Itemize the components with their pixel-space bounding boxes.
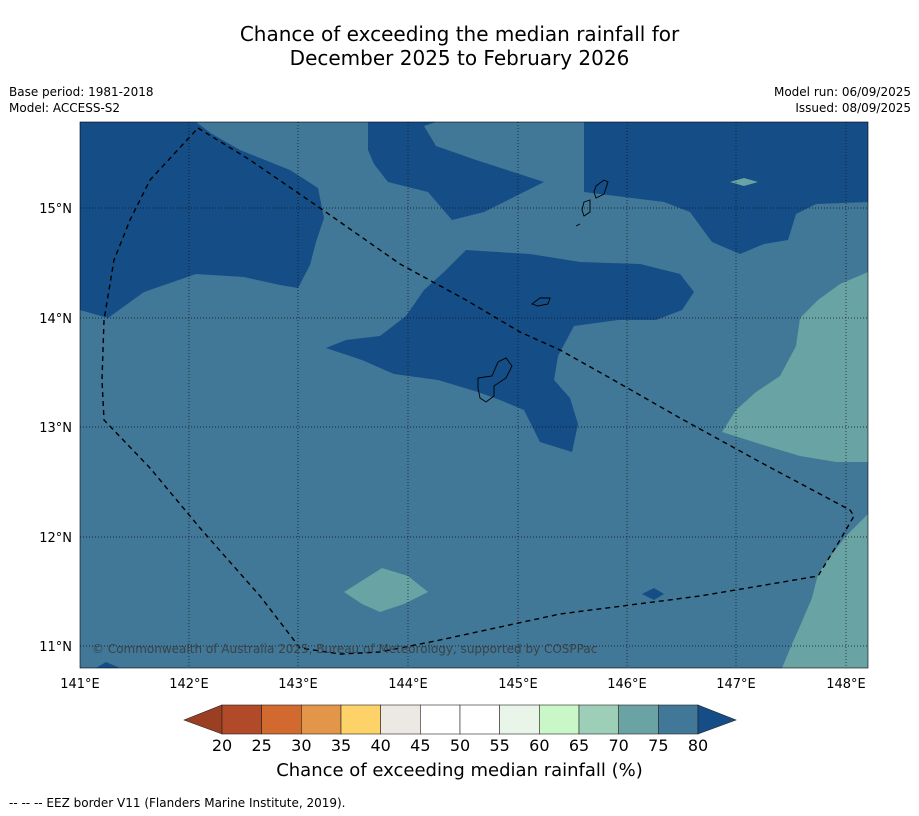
probability-80-plus-spot-southwest [96,662,120,668]
lat-label-13: 13°N [39,421,72,436]
lon-label-142: 142°E [169,677,209,692]
lat-label-11: 11°N [39,640,72,655]
tinian-island [581,199,591,217]
colorbar-title: Chance of exceeding median rainfall (%) [276,760,643,781]
map-title-line-2: December 2025 to February 2026 [289,46,630,70]
probability-80-plus-region-northwest [80,122,324,318]
island-outlines [477,179,609,403]
colorbar-cell [221,704,262,735]
probability-70-75-region-southeast [782,514,868,668]
eez-border [101,127,855,655]
lon-label-146: 146°E [607,677,647,692]
probability-70-75-region-south [344,568,428,612]
graticule-lines [80,122,868,668]
colorbar-tick-label: 30 [291,736,311,755]
aguijan-island [575,223,581,227]
colorbar-tick-label: 20 [212,736,232,755]
colorbar-cell [380,704,421,735]
eez-footnote: -- -- -- EEZ border V11 (Flanders Marine… [9,796,346,810]
map-title-line-1: Chance of exceeding the median rainfall … [239,22,680,46]
colorbar-tick-label: 60 [529,736,549,755]
base-period: Base period: 1981-2018 [9,85,154,99]
colorbar-cells [221,704,699,735]
saipan-island [593,179,609,199]
colorbar-tick-label: 35 [331,736,351,755]
colorbar-cell [539,704,580,735]
lon-label-141: 141°E [60,677,100,692]
colorbar-cell [618,704,659,735]
colorbar-tick-label: 80 [688,736,708,755]
colorbar-tick-label: 50 [450,736,470,755]
colorbar-cell [261,704,302,735]
probability-80-plus-region-northeast [584,122,868,254]
colorbar-cell [499,704,540,735]
map-panel: © Commonwealth of Australia 2025, Bureau… [80,122,868,668]
probability-80-plus-region-north-center [368,122,544,220]
colorbar-cell [459,704,500,735]
issued-date: Issued: 08/09/2025 [795,101,911,115]
colorbar-under-triangle [183,704,223,735]
map-frame [79,121,869,669]
colorbar-tick-label: 70 [608,736,628,755]
lon-label-145: 145°E [498,677,538,692]
colorbar-tick-label: 45 [410,736,430,755]
colorbar: 20 25 30 35 40 45 50 55 60 65 70 75 80 [183,704,737,755]
model-run-date: Model run: 06/09/2025 [773,85,911,99]
lon-label-144: 144°E [388,677,428,692]
model-name: Model: ACCESS-S2 [9,101,121,115]
guam-island [477,357,513,403]
colorbar-tick-label: 40 [370,736,390,755]
lat-label-14: 14°N [39,312,72,327]
probability-70-75-spot-northeast [730,178,758,186]
lon-label-143: 143°E [278,677,318,692]
colorbar-tick-labels: 20 25 30 35 40 45 50 55 60 65 70 75 80 [212,736,708,755]
copyright-notice: © Commonwealth of Australia 2025, Bureau… [92,642,597,656]
colorbar-cell [658,704,699,735]
colorbar-cell [578,704,619,735]
lat-label-12: 12°N [39,531,72,546]
colorbar-cell [420,704,461,735]
latitude-labels: 15°N 14°N 13°N 12°N 11°N [39,202,72,655]
probability-80-plus-spot-southeast [642,588,664,600]
metadata-right: Model run: 06/09/2025 Issued: 08/09/2025 [774,84,911,116]
lon-label-148: 148°E [826,677,866,692]
rota-island [531,297,551,307]
colorbar-cell [301,704,342,735]
metadata-left: Base period: 1981-2018 Model: ACCESS-S2 [9,84,154,116]
lon-label-147: 147°E [716,677,756,692]
lat-label-15: 15°N [39,202,72,217]
colorbar-tick-label: 75 [648,736,668,755]
colorbar-tick-label: 55 [489,736,509,755]
colorbar-tick-label: 25 [251,736,271,755]
colorbar-cell [340,704,381,735]
probability-80-plus-region-central [326,250,694,452]
probability-70-75-region-east [722,272,868,462]
colorbar-tick-label: 65 [569,736,589,755]
longitude-labels: 141°E 142°E 143°E 144°E 145°E 146°E 147°… [60,677,866,692]
colorbar-over-triangle [697,704,737,735]
